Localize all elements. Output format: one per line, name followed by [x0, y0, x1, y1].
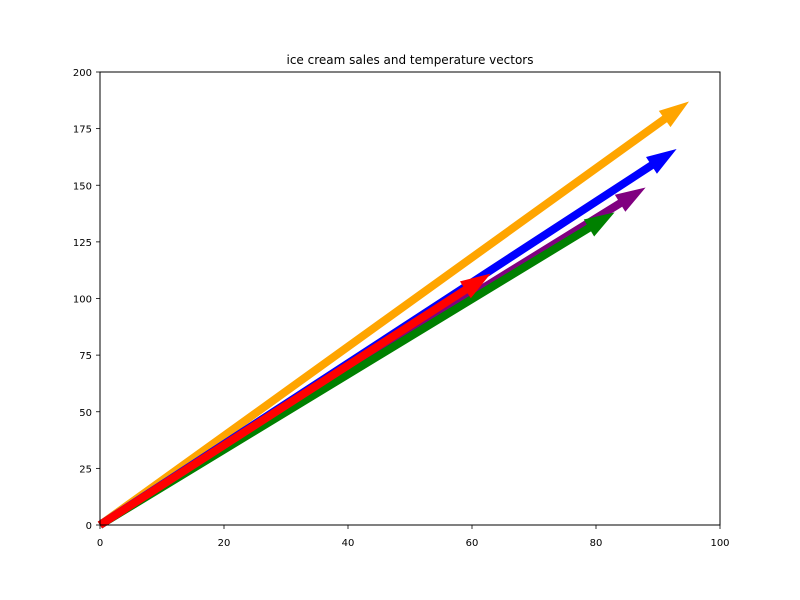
vector-arrow	[97, 101, 689, 529]
y-tick-label: 125	[73, 238, 92, 249]
x-axis: 0 20 40 60 80 100	[97, 525, 730, 549]
vector-arrow	[97, 212, 615, 529]
y-tick-label: 150	[73, 181, 92, 192]
y-tick-label: 75	[79, 351, 92, 362]
x-tick-label: 20	[218, 538, 231, 549]
y-tick-label: 200	[73, 68, 92, 79]
x-tick-label: 40	[342, 538, 355, 549]
y-tick-label: 175	[73, 125, 92, 136]
x-tick-label: 100	[710, 538, 729, 549]
y-tick-label: 50	[79, 408, 92, 419]
y-tick-label: 0	[86, 521, 92, 532]
x-tick-label: 80	[590, 538, 603, 549]
y-axis: 0 25 50 75 100 125 150 175 200	[73, 68, 100, 532]
y-tick-label: 25	[79, 464, 92, 475]
x-tick-label: 60	[466, 538, 479, 549]
vector-arrow	[97, 273, 491, 529]
y-tick-label: 100	[73, 295, 92, 306]
x-tick-label: 0	[97, 538, 103, 549]
chart-title: ice cream sales and temperature vectors	[287, 53, 534, 67]
vector-arrows	[97, 101, 689, 529]
